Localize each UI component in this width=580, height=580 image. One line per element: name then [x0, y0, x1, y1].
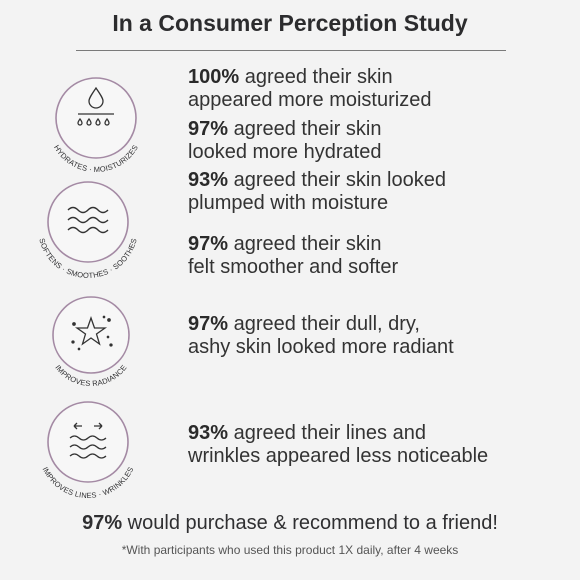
- footnote: *With participants who used this product…: [121, 543, 459, 557]
- stat-line1: agreed their lines and: [228, 422, 426, 444]
- stat-moisturized: 100% agreed their skin appeared more moi…: [188, 66, 431, 112]
- waves-icon: [67, 206, 109, 234]
- stat-line2: wrinkles appeared less noticeable: [188, 445, 489, 467]
- stat-smoother: 97% agreed their skin felt smoother and …: [188, 233, 398, 279]
- stat-hydrated: 97% agreed their skin looked more hydrat…: [188, 118, 381, 164]
- stat-line1: agreed their skin looked: [228, 169, 446, 191]
- stat-percent: 93%: [188, 169, 229, 191]
- stat-line1: agreed their dull, dry,: [228, 313, 420, 335]
- badge-lines: IMPROVES LINES · WRINKLES: [30, 396, 146, 512]
- stat-line2: appeared more moisturized: [188, 89, 432, 111]
- stat-percent: 93%: [188, 422, 229, 444]
- stat-line1: agreed their skin: [228, 118, 382, 140]
- page-title: In a Consumer Perception Study: [112, 10, 468, 36]
- badge-hydrates: HYDRATES · MOISTURIZES: [38, 66, 154, 182]
- stat-percent: 100%: [188, 66, 240, 88]
- stat-percent: 97%: [188, 118, 229, 140]
- badge-softens: SOFTENS · SMOOTHES · SOOTHES: [30, 170, 146, 286]
- sparkle-star-icon: [71, 315, 113, 351]
- stat-line2: ashy skin looked more radiant: [188, 336, 454, 358]
- recommend-statement: 97% would purchase & recommend to a frie…: [0, 512, 580, 535]
- stat-line2: plumped with moisture: [188, 192, 389, 214]
- stat-line2: felt smoother and softer: [188, 256, 399, 278]
- stat-line2: looked more hydrated: [188, 141, 382, 163]
- title-divider: [76, 50, 506, 51]
- footer-percent: 97%: [82, 512, 123, 534]
- stat-line1: agreed their skin: [228, 233, 382, 255]
- stat-line1: agreed their skin: [239, 66, 393, 88]
- droplet-drops-icon: [77, 86, 114, 126]
- stat-plumped: 93% agreed their skin looked plumped wit…: [188, 169, 446, 215]
- stat-percent: 97%: [188, 313, 229, 335]
- stat-radiant: 97% agreed their dull, dry, ashy skin lo…: [188, 313, 454, 359]
- stat-wrinkles: 93% agreed their lines and wrinkles appe…: [188, 422, 488, 468]
- lines-arrows-icon: [69, 422, 107, 459]
- footer-text: would purchase & recommend to a friend!: [122, 512, 498, 534]
- stat-percent: 97%: [188, 233, 229, 255]
- badge-radiance: IMPROVES RADIANCE: [33, 290, 149, 406]
